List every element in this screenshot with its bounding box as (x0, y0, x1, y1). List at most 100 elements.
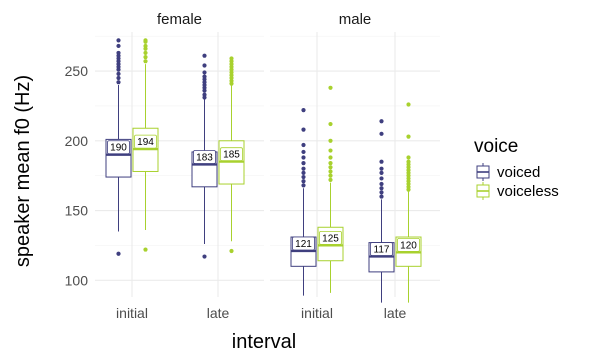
outlier-point (328, 173, 333, 178)
outlier-point (143, 55, 148, 60)
box-male-initial-voiceless: 125 (317, 85, 344, 293)
legend-title: voice (474, 136, 518, 157)
outlier-point (379, 186, 384, 191)
x-tick-label: late (384, 305, 407, 321)
outlier-point (379, 181, 384, 187)
box-male-late-voiced: 117 (368, 119, 395, 303)
median-label: 183 (196, 153, 213, 164)
x-tick-label: initial (301, 305, 333, 321)
legend-key-voiceless (476, 182, 490, 200)
outlier-point (301, 179, 306, 184)
outlier-point (379, 131, 384, 136)
outlier-point (379, 119, 384, 124)
outlier-point (229, 56, 234, 61)
box-female-initial-voiced: 190 (105, 38, 132, 256)
chart-marks: 190 194 183 185 121 125 117 120 (105, 38, 422, 303)
outlier-point (301, 161, 306, 166)
box-female-late-voiceless: 185 (218, 56, 245, 254)
outlier-point (379, 159, 384, 164)
outlier-point (328, 155, 333, 160)
box-female-initial-voiceless: 194 (132, 38, 159, 252)
y-tick-label: 100 (65, 272, 89, 288)
outlier-point (301, 183, 306, 188)
outlier-point (328, 121, 333, 127)
median-label: 120 (400, 240, 417, 251)
median-label-box (193, 150, 216, 164)
outlier-point (406, 159, 411, 164)
facet-label-female: female (157, 11, 202, 28)
outlier-point (379, 170, 384, 175)
legend: voice voiced voiceless (474, 136, 559, 200)
outlier-point (143, 247, 148, 252)
outlier-point (406, 155, 411, 160)
outlier-point (379, 194, 384, 199)
median-label: 117 (374, 245, 390, 256)
x-axis-title: interval (232, 331, 296, 352)
outlier-point (328, 161, 333, 166)
median-label-box (107, 140, 130, 155)
legend-label-voiced: voiced (497, 164, 540, 181)
outlier-point (202, 63, 207, 68)
outlier-point (301, 108, 306, 113)
outlier-point (301, 149, 306, 155)
median-label: 185 (223, 150, 240, 161)
outlier-point (406, 102, 411, 107)
outlier-point (301, 155, 306, 160)
outlier-point (379, 166, 384, 171)
outlier-point (301, 142, 306, 148)
outlier-point (328, 138, 333, 143)
outlier-point (301, 166, 306, 171)
chart-axes: 100 150 200 250 female initial late male initial… (65, 11, 407, 321)
outlier-point (116, 38, 121, 43)
outlier-point (116, 71, 121, 76)
y-axis-title: speaker mean f0 (Hz) (12, 75, 34, 267)
legend-label-voiceless: voiceless (497, 183, 559, 200)
outlier-point (143, 59, 148, 64)
facet-label-male: male (339, 11, 372, 28)
outlier-point (328, 177, 333, 182)
median-label: 125 (322, 233, 339, 244)
x-tick-label: late (207, 305, 230, 321)
box-male-initial-voiced: 121 (290, 108, 317, 296)
outlier-point (328, 165, 333, 170)
outlier-point (116, 75, 121, 81)
outlier-point (301, 170, 306, 175)
box-male-late-voiceless: 120 (395, 102, 422, 303)
median-label-box (397, 237, 420, 252)
outlier-point (328, 148, 333, 153)
legend-key-voiced (476, 163, 490, 181)
outlier-point (229, 248, 234, 254)
y-tick-label: 150 (65, 203, 89, 219)
outlier-point (301, 127, 306, 132)
outlier-point (328, 169, 333, 174)
y-tick-label: 250 (65, 63, 89, 79)
median-label-box (319, 230, 342, 245)
box-female-late-voiced: 183 (191, 53, 218, 259)
outlier-point (379, 176, 384, 181)
outlier-point (116, 80, 121, 85)
y-tick-label: 200 (65, 133, 89, 149)
outlier-point (143, 38, 148, 43)
median-label-box (370, 242, 393, 256)
outlier-point (379, 190, 384, 195)
x-tick-label: initial (116, 305, 148, 321)
outlier-point (202, 53, 207, 58)
outlier-point (116, 43, 121, 49)
outlier-point (202, 92, 207, 97)
outlier-point (202, 74, 207, 79)
median-label-box (220, 147, 243, 162)
outlier-point (143, 50, 148, 56)
median-label-box (134, 134, 157, 149)
outlier-point (143, 43, 148, 49)
outlier-point (116, 50, 121, 56)
outlier-point (202, 70, 207, 75)
median-label: 194 (137, 137, 154, 148)
outlier-point (406, 134, 411, 139)
median-label: 190 (110, 143, 127, 154)
outlier-point (301, 174, 306, 180)
outlier-point (202, 254, 207, 259)
outlier-point (116, 251, 121, 256)
median-label-box (292, 236, 315, 251)
outlier-point (328, 85, 333, 90)
